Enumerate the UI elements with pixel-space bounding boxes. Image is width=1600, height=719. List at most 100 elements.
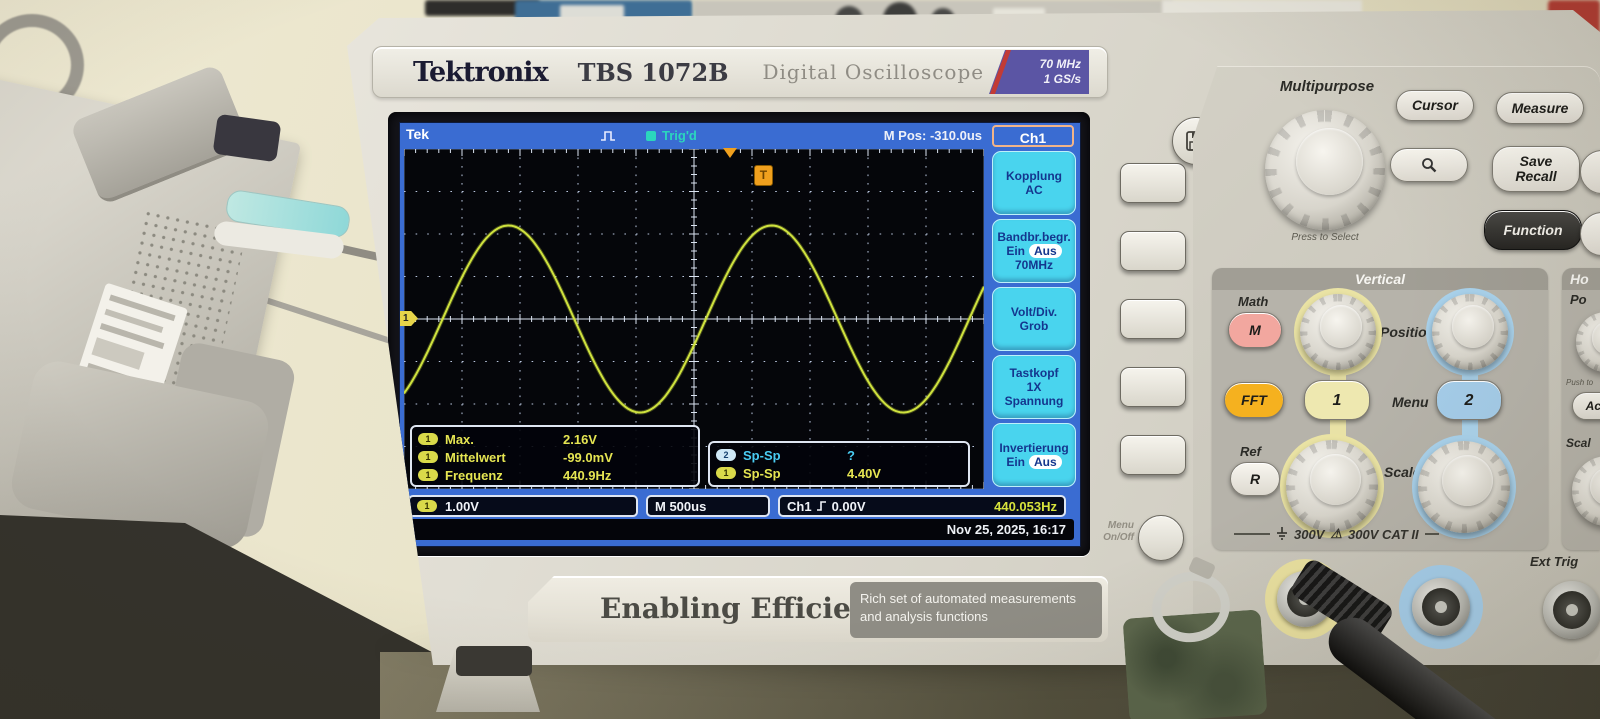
ch1-scale-knob[interactable]: [1286, 440, 1378, 532]
menu-line: Invertierung: [999, 441, 1069, 455]
timebase-readout: M 500us: [646, 495, 770, 517]
vertical-section: Vertical Math M FFT Ref R Position Menu …: [1212, 268, 1548, 550]
ch2-menu-button[interactable]: 2: [1436, 380, 1502, 420]
zoom-button[interactable]: [1390, 148, 1468, 182]
horizontal-title: Ho: [1562, 268, 1600, 290]
menu-line: Tastkopf: [1009, 366, 1059, 380]
trigger-level: 0.00V: [831, 498, 866, 514]
time-per-div: M 500us: [655, 498, 707, 514]
tek-label: Tek: [406, 126, 430, 142]
rating-cat: 300V CAT II: [1348, 526, 1419, 542]
plaque-line: Rich set of automated measurements: [860, 591, 1077, 606]
press-to-select-label: Press to Select: [1291, 232, 1359, 243]
badge-samplerate: 1 GS/s: [1043, 72, 1081, 86]
horizontal-position-readout: M Pos: -310.0us: [883, 128, 982, 143]
ref-button[interactable]: R: [1230, 462, 1280, 496]
menu-line: AC: [1025, 183, 1043, 197]
brand-strip: Tektronix TBS 1072B Digital Oscilloscope…: [372, 46, 1108, 98]
toggle-row: Ein Aus: [1006, 244, 1062, 258]
ch2-bnc-connector: [1412, 578, 1470, 636]
ch1-position-knob[interactable]: [1300, 294, 1376, 370]
vertical-title: Vertical: [1212, 268, 1548, 290]
menu-item-tastkopf: Tastkopf 1X Spannung: [992, 355, 1076, 419]
toggle-off-selected: Aus: [1029, 244, 1062, 258]
measurement-label: Mittelwert: [445, 449, 506, 465]
soft-key-4[interactable]: [1120, 367, 1186, 407]
datetime-readout: Nov 25, 2025, 16:17: [406, 519, 1074, 540]
trigger-status: Trig'd: [662, 128, 697, 143]
rating-line: [1234, 533, 1270, 535]
horizontal-position-knob[interactable]: [1576, 312, 1600, 372]
menu-item-bandbreite: Bandbr.begr. Ein Aus 70MHz: [992, 219, 1076, 283]
trigger-frequency: 440.053Hz: [994, 498, 1057, 514]
soft-key-1[interactable]: [1120, 163, 1186, 203]
channel2-badge: 2: [716, 449, 736, 461]
ch2-scale-knob[interactable]: [1418, 441, 1510, 533]
measurement-value: 440.9Hz: [563, 467, 612, 483]
acquire-button[interactable]: Acq: [1572, 392, 1600, 420]
push-to-label: Push to: [1566, 378, 1594, 387]
measurement-box-primary: 1 Max. 2.16V 1 Mittelwert -99.0mV 1 Freq…: [410, 425, 700, 487]
measurement-label: Sp-Sp: [743, 465, 781, 481]
toggle-on: Ein: [1006, 455, 1025, 469]
fft-button[interactable]: FFT: [1224, 382, 1284, 418]
channel1-badge: 1: [417, 500, 437, 512]
horizontal-scale-knob[interactable]: [1572, 456, 1600, 526]
trigger-source: Ch1: [787, 498, 812, 514]
recall-label: Recall: [1515, 168, 1557, 184]
math-button[interactable]: M: [1228, 312, 1282, 348]
save-recall-button[interactable]: Save Recall: [1492, 146, 1580, 192]
math-label: Math: [1238, 294, 1269, 309]
menu-line: 70MHz: [1014, 258, 1053, 272]
position-label: Position: [1380, 324, 1436, 340]
scope-foot-pad: [456, 646, 532, 676]
menu-line: Bandbr.begr.: [997, 230, 1071, 244]
save-label: Save: [1519, 153, 1553, 169]
menu-item-voltdiv: Volt/Div. Grob: [992, 287, 1076, 351]
menu-item-kopplung: Kopplung AC: [992, 151, 1076, 215]
measurement-label: Sp-Sp: [743, 447, 781, 463]
ch1-menu-button[interactable]: 1: [1304, 380, 1370, 420]
horizontal-position-label: Po: [1570, 292, 1587, 307]
menu-line: Grob: [1019, 319, 1049, 333]
soft-key-2[interactable]: [1120, 231, 1186, 271]
function-label: Function: [1503, 221, 1563, 238]
measurement-row: 1 Mittelwert -99.0mV: [418, 448, 692, 466]
tektronix-logo: Tektronix: [413, 56, 549, 88]
measurement-row: 1 Max. 2.16V: [418, 430, 692, 448]
menu-onoff-button[interactable]: [1138, 515, 1184, 561]
function-button[interactable]: Function: [1484, 210, 1582, 250]
measure-button[interactable]: Measure: [1496, 92, 1584, 124]
multipurpose-knob[interactable]: [1265, 110, 1385, 230]
measurement-value: ?: [847, 447, 855, 463]
plaque-description: Rich set of automated measurements and a…: [850, 582, 1102, 638]
channel1-scale-readout: 1 1.00V: [408, 495, 638, 517]
trigger-readout: Ch1 0.00V 440.053Hz: [778, 495, 1066, 517]
toggle-row: Ein Aus: [1006, 455, 1062, 469]
menu-label: Menu: [1392, 394, 1429, 410]
menu-line: Volt/Div.: [1010, 305, 1058, 319]
ch2-button-label: 2: [1464, 391, 1474, 409]
soft-key-5[interactable]: [1120, 435, 1186, 475]
ch2-bnc-halo: [1399, 565, 1483, 649]
soft-key-3[interactable]: [1120, 299, 1186, 339]
measurement-value: -99.0mV: [563, 449, 613, 465]
cursor-button[interactable]: Cursor: [1396, 90, 1474, 121]
ref-label: Ref: [1240, 444, 1261, 459]
menu-line: Kopplung: [1006, 169, 1062, 183]
measurement-value: 4.40V: [847, 465, 881, 481]
horizontal-section: Ho Po Push to Acq Scal: [1562, 268, 1600, 550]
rating-line: [1424, 533, 1439, 535]
voltage-rating: 300V ⚠ 300V CAT II: [1234, 526, 1534, 542]
volts-per-div: 1.00V: [445, 498, 479, 514]
ch2-position-knob[interactable]: [1432, 294, 1508, 370]
marketing-plaque: Enabling Efficiency Rich set of automate…: [528, 576, 1108, 642]
channel1-badge: 1: [418, 469, 438, 481]
trigger-badge: T: [753, 165, 773, 186]
toggle-off-selected: Aus: [1029, 455, 1062, 469]
rating-300v: 300V: [1294, 526, 1325, 542]
oscilloscope: Tektronix TBS 1072B Digital Oscilloscope…: [347, 10, 1600, 665]
ref-button-label: R: [1249, 470, 1261, 487]
menu-line: Spannung: [1004, 394, 1064, 408]
